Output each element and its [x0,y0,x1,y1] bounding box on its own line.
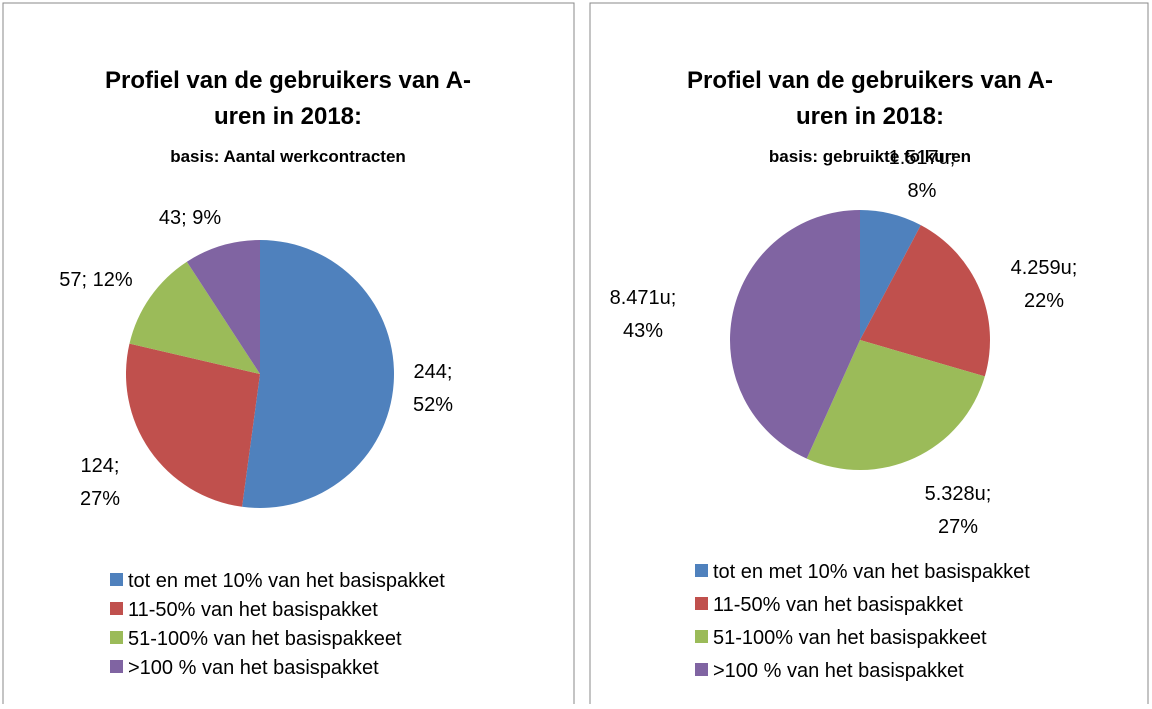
pie-slice [806,340,985,470]
pie-slice [730,210,860,459]
legend-swatch [110,602,123,615]
pie-slice [860,210,921,340]
legend-label: 51-100% van het basispakkeet [128,628,402,650]
legend-swatch [110,573,123,586]
data-label: 5.328u; 27% [925,483,992,538]
legend-swatch [695,630,708,643]
data-label: 4.259u; 22% [1011,257,1078,312]
panel [589,2,1149,709]
data-label: 1.517u; 8% [889,147,956,202]
pie-slice [186,240,260,374]
chart-title: Profiel van de gebruikers van A-uren in … [105,67,471,130]
pie-slice [860,225,990,377]
legend-label: tot en met 10% van het basispakket [128,570,445,592]
legend-swatch [695,564,708,577]
pie-slice [129,261,260,374]
legend-label: tot en met 10% van het basispakket [713,561,1030,583]
legend-swatch [110,660,123,673]
data-label: 124; 27% [80,455,120,510]
legend-swatch [695,663,708,676]
pie-slice [125,343,261,507]
panel [2,2,575,709]
chart-subtitle: basis: Aantal werkcontracten [170,147,406,166]
legend-label: 11-50% van het basispakket [128,599,378,621]
pie-slice [242,240,395,509]
legend-label: 11-50% van het basispakket [713,594,963,616]
data-label: 8.471u; 43% [610,287,677,342]
legend-label: >100 % van het basispakket [713,660,964,682]
legend-label: >100 % van het basispakket [128,657,379,679]
data-label: 43; 9% [159,207,221,229]
legend-swatch [110,631,123,644]
data-label: 57; 12% [59,269,133,291]
chart-title: Profiel van de gebruikers van A-uren in … [687,67,1053,130]
chart-subtitle: basis: gebruikte tolkuren [769,147,971,166]
legend-swatch [695,597,708,610]
legend-label: 51-100% van het basispakkeet [713,627,987,649]
data-label: 244; 52% [413,361,453,416]
